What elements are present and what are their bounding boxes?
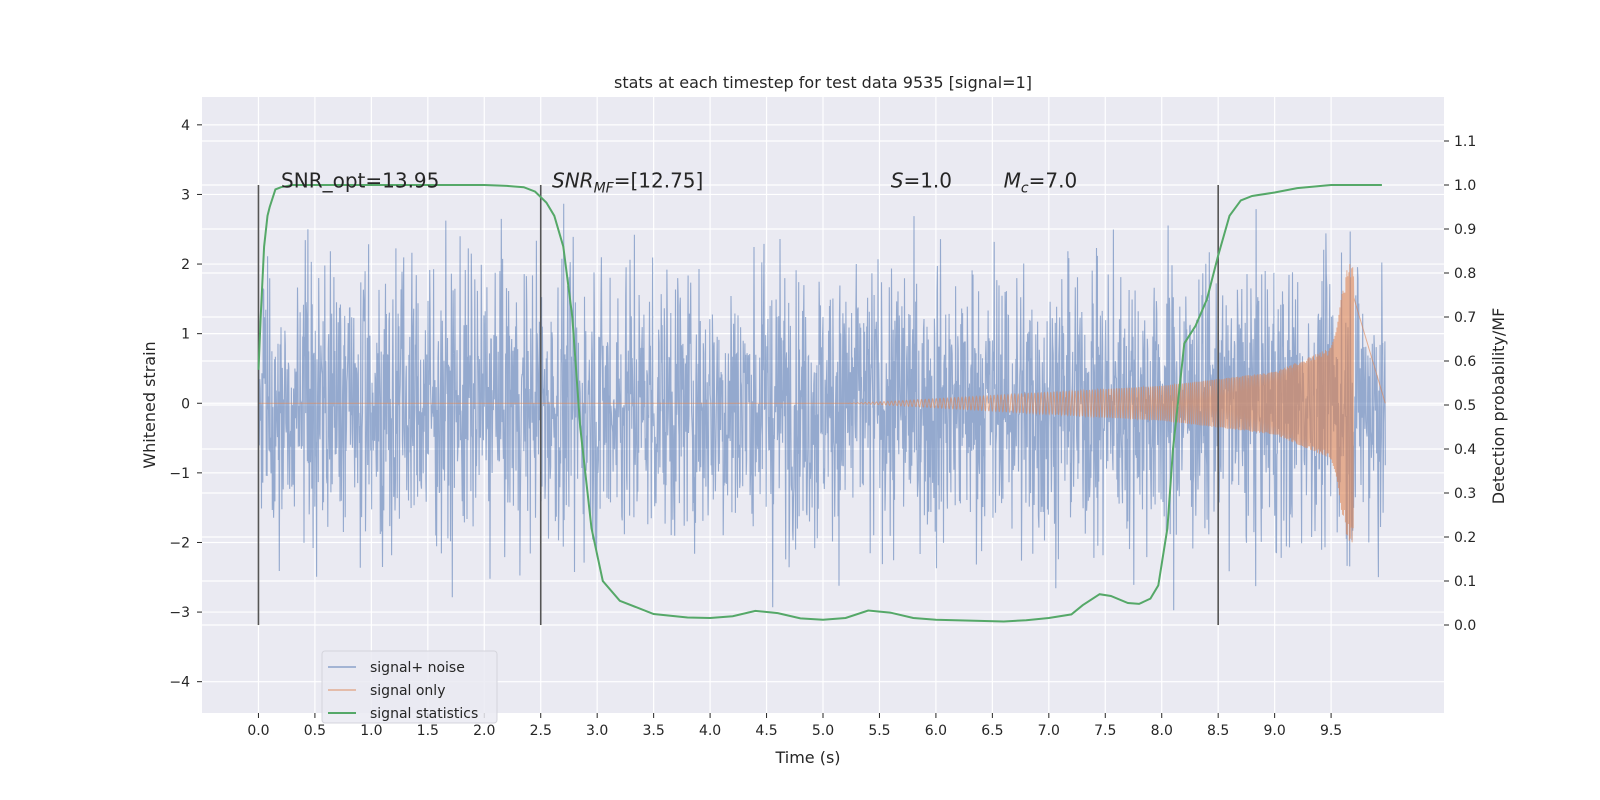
x-tick-label: 2.5 (530, 723, 552, 739)
chart-title: stats at each timestep for test data 953… (614, 73, 1032, 92)
annotation-subscript: MF (594, 181, 615, 197)
y-right-tick-label: 1.1 (1454, 134, 1476, 150)
y-right-tick-label: 0.2 (1454, 530, 1476, 546)
annotation-rest: =7.0 (1029, 169, 1078, 193)
x-tick-label: 5.5 (868, 723, 890, 739)
y-left-tick-label: 0 (181, 396, 190, 412)
y-right-tick-label: 1.0 (1454, 178, 1476, 194)
annotation-main: S (891, 169, 904, 193)
annotation-label: SNR_opt=13.95 (281, 169, 439, 193)
y-left-tick-label: −3 (169, 605, 190, 621)
annotation-rest: =1.0 (903, 169, 952, 193)
y-right-tick-label: 0.7 (1454, 310, 1476, 326)
y-right-tick-label: 0.9 (1454, 222, 1476, 238)
y-left-tick-label: −4 (169, 675, 190, 691)
x-tick-label: 8.0 (1151, 723, 1173, 739)
x-tick-label: 0.0 (247, 723, 269, 739)
legend-box (321, 650, 498, 724)
y-left-tick-label: 3 (181, 187, 190, 203)
annotation-label: S=1.0 (891, 169, 952, 193)
x-tick-label: 9.0 (1264, 723, 1286, 739)
series-signal-only-line (258, 264, 1386, 543)
y-right-tick-label: 0.8 (1454, 266, 1476, 282)
annotation-main: M (1004, 169, 1021, 193)
x-tick-label: 1.5 (417, 723, 439, 739)
y-right-tick-label: 0.3 (1454, 486, 1476, 502)
y-right-tick-label: 0.0 (1454, 618, 1476, 634)
y-left-tick-label: 1 (181, 327, 190, 343)
y-left-tick-label: 2 (181, 257, 190, 273)
y-left-tick-label: −1 (169, 466, 190, 482)
x-tick-label: 5.0 (812, 723, 834, 739)
annotation-subscript: c (1021, 181, 1029, 197)
annotations: SNR_opt=13.95 SNRMF=[12.75] S=1.0 Mc=7.0 (281, 169, 1077, 197)
x-tick-label: 3.5 (643, 723, 665, 739)
x-axis-label: Time (s) (774, 748, 840, 767)
series-signal-noise-line (257, 203, 1386, 611)
stats-series (257, 184, 1382, 623)
x-tick-label: 7.5 (1094, 723, 1116, 739)
x-tick-label: 7.0 (1038, 723, 1060, 739)
x-tick-label: 6.5 (981, 723, 1003, 739)
y-right-tick-label: 0.5 (1454, 398, 1476, 414)
legend-label: signal+ noise (370, 660, 465, 676)
x-tick-label: 0.5 (304, 723, 326, 739)
x-tick-label: 6.0 (925, 723, 947, 739)
y-left-tick-label: −2 (169, 535, 190, 551)
x-tick-label: 2.0 (473, 723, 495, 739)
x-tick-label: 1.0 (360, 723, 382, 739)
y-axis-left-label: Whitened strain (140, 341, 159, 468)
y-left-tick-label: 4 (181, 118, 190, 134)
y-axis-right-label: Detection probability/MF (1489, 308, 1508, 505)
y-right-tick-label: 0.1 (1454, 574, 1476, 590)
x-tick-label: 4.5 (755, 723, 777, 739)
annotation-label: SNRMF=[12.75] (552, 169, 703, 197)
legend-label: signal statistics (370, 706, 478, 722)
noise-series (257, 203, 1386, 611)
annotation-rest: =[12.75] (614, 169, 704, 193)
annotation-label: Mc=7.0 (1004, 169, 1078, 197)
series-signal-statistics-line (257, 184, 1382, 623)
signal-series (258, 264, 1386, 543)
legend: signal+ noise signal only signal statistic… (321, 650, 498, 724)
y-right-tick-label: 0.6 (1454, 354, 1476, 370)
x-tick-label: 4.0 (699, 723, 721, 739)
annotation-main: SNR (552, 169, 594, 193)
y-right-tick-label: 0.4 (1454, 442, 1476, 458)
x-tick-label: 9.5 (1320, 723, 1342, 739)
ticks: 0.0 0.5 1.0 1.5 2.0 2.5 3.0 3.5 4.0 4.5 5.0 5.5 6.0 6… (169, 118, 1476, 739)
legend-label: signal only (370, 683, 445, 699)
x-tick-label: 3.0 (586, 723, 608, 739)
x-tick-label: 8.5 (1207, 723, 1229, 739)
